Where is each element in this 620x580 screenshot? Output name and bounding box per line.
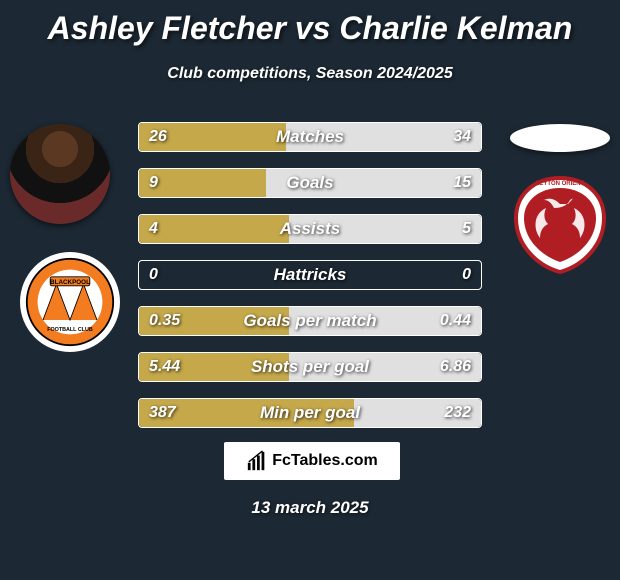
brand-label: FcTables.com	[272, 452, 378, 470]
stat-right-value: 5	[462, 215, 471, 243]
svg-text:FOOTBALL CLUB: FOOTBALL CLUB	[47, 327, 93, 333]
stat-right-value: 6.86	[440, 353, 471, 381]
stat-row: 4 Assists 5	[138, 214, 482, 244]
svg-text:BLACKPOOL: BLACKPOOL	[50, 279, 90, 286]
stat-right-value: 15	[453, 169, 471, 197]
svg-text:LEYTON ORIENT: LEYTON ORIENT	[536, 181, 585, 187]
club-left-badge: BLACKPOOL FOOTBALL CLUB	[20, 252, 120, 352]
player-left-avatar	[10, 124, 110, 224]
stat-row: 0 Hattricks 0	[138, 260, 482, 290]
stat-row: 26 Matches 34	[138, 122, 482, 152]
comparison-bars: 26 Matches 34 9 Goals 15 4 Assists 5 0 H…	[138, 122, 482, 444]
stat-right-value: 0.44	[440, 307, 471, 335]
stat-row: 5.44 Shots per goal 6.86	[138, 352, 482, 382]
stat-label: Assists	[139, 215, 481, 243]
stat-right-value: 34	[453, 123, 471, 151]
leyton-orient-badge-icon: LEYTON ORIENT	[510, 174, 610, 274]
stat-label: Goals per match	[139, 307, 481, 335]
stat-label: Hattricks	[139, 261, 481, 289]
stat-row: 387 Min per goal 232	[138, 398, 482, 428]
stat-row: 0.35 Goals per match 0.44	[138, 306, 482, 336]
club-right-badge: LEYTON ORIENT	[510, 174, 610, 274]
player-right-avatar	[510, 124, 610, 152]
subtitle: Club competitions, Season 2024/2025	[0, 65, 620, 83]
stat-label: Shots per goal	[139, 353, 481, 381]
stat-label: Matches	[139, 123, 481, 151]
blackpool-badge-icon: BLACKPOOL FOOTBALL CLUB	[25, 257, 115, 347]
stat-row: 9 Goals 15	[138, 168, 482, 198]
stat-right-value: 232	[444, 399, 471, 427]
stat-label: Min per goal	[139, 399, 481, 427]
date-label: 13 march 2025	[0, 498, 620, 518]
page-title: Ashley Fletcher vs Charlie Kelman	[0, 0, 620, 47]
stat-right-value: 0	[462, 261, 471, 289]
brand-badge: FcTables.com	[224, 442, 400, 480]
fctables-logo-icon	[246, 450, 268, 472]
stat-label: Goals	[139, 169, 481, 197]
